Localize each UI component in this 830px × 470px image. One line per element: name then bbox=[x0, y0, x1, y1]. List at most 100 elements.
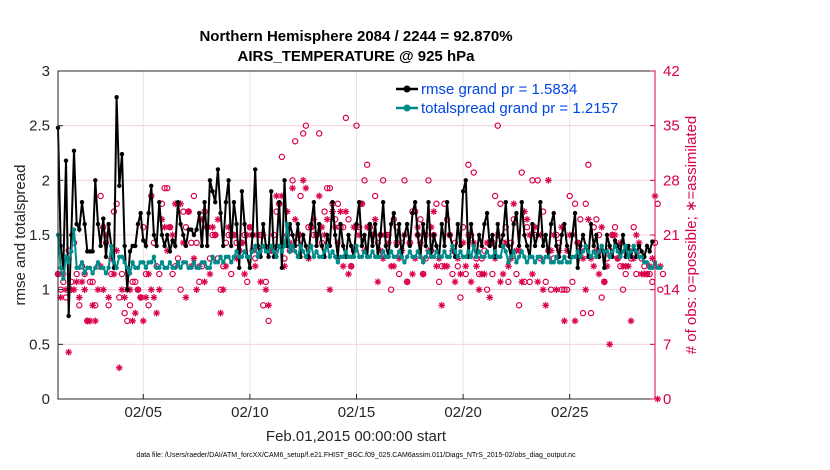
rmse-point bbox=[74, 221, 79, 227]
rmse-point bbox=[370, 243, 375, 249]
rmse-point bbox=[516, 243, 522, 249]
obs-possible-marker bbox=[188, 239, 195, 247]
asterisk-stroke bbox=[143, 294, 149, 301]
rmse-point bbox=[253, 167, 258, 172]
totalspread-point bbox=[189, 265, 194, 270]
totalspread-point bbox=[322, 249, 327, 254]
rmse-point bbox=[242, 221, 247, 227]
rmse-point bbox=[612, 238, 618, 243]
obs-assimilated-marker bbox=[131, 309, 139, 317]
asterisk-stroke bbox=[534, 279, 541, 285]
obs-possible-marker bbox=[169, 270, 176, 278]
obs-assimilated-marker bbox=[134, 286, 142, 294]
rmse-point bbox=[524, 243, 530, 249]
obs-assimilated-marker bbox=[632, 231, 640, 239]
rmse-point bbox=[138, 210, 143, 216]
rmse-point bbox=[191, 232, 197, 238]
asterisk-stroke bbox=[220, 286, 227, 293]
obs-possible-marker bbox=[518, 169, 525, 176]
x-tick-label: 02/20 bbox=[444, 404, 482, 421]
totalspread-point bbox=[484, 249, 490, 254]
totalspread-point bbox=[447, 254, 452, 260]
legend-spread-label: totalspread grand pr = 1.2157 bbox=[421, 100, 618, 117]
obs-possible-marker bbox=[569, 278, 576, 286]
rmse-point bbox=[133, 243, 138, 249]
totalspread-point bbox=[540, 260, 546, 265]
asterisk-stroke bbox=[217, 310, 224, 316]
obs-possible-marker bbox=[401, 177, 408, 184]
obs-possible-marker bbox=[177, 286, 184, 293]
obs-assimilated-marker bbox=[209, 223, 216, 231]
y-tick-label: 2.5 bbox=[29, 118, 50, 135]
asterisk-stroke bbox=[156, 286, 163, 293]
obs-assimilated-marker bbox=[430, 208, 438, 215]
rmse-point bbox=[181, 232, 186, 238]
y-axis-label: rmse and totalspread bbox=[12, 165, 29, 306]
totalspread-point bbox=[61, 276, 66, 281]
obs-possible-marker bbox=[622, 270, 629, 278]
obs-possible-marker bbox=[145, 302, 152, 309]
totalspread-point bbox=[314, 249, 319, 254]
totalspread-point bbox=[114, 265, 119, 270]
totalspread-point bbox=[362, 249, 367, 254]
rmse-point bbox=[277, 200, 282, 205]
rmse-point bbox=[167, 249, 173, 254]
asterisk-stroke bbox=[57, 294, 64, 301]
totalspread-point bbox=[522, 254, 527, 260]
totalspread-point bbox=[378, 254, 383, 260]
totalspread-point bbox=[359, 254, 365, 260]
totalspread-point bbox=[141, 260, 146, 265]
asterisk-stroke bbox=[140, 318, 147, 324]
totalspread-point bbox=[261, 243, 266, 249]
asterisk-stroke bbox=[580, 255, 586, 262]
totalspread-point bbox=[551, 260, 556, 265]
totalspread-point bbox=[165, 265, 170, 270]
rmse-point bbox=[551, 210, 556, 216]
asterisk-stroke bbox=[633, 232, 640, 238]
rmse-point bbox=[402, 232, 407, 238]
totalspread-point bbox=[612, 243, 618, 249]
asterisk-stroke bbox=[167, 224, 173, 230]
totalspread-point bbox=[215, 260, 221, 265]
obs-assimilated-marker bbox=[624, 262, 632, 270]
rmse-point bbox=[122, 243, 127, 249]
totalspread-point bbox=[247, 254, 253, 260]
rmse-point bbox=[239, 189, 245, 194]
asterisk-stroke bbox=[590, 263, 597, 270]
asterisk-stroke bbox=[644, 271, 650, 277]
obs-assimilated-marker bbox=[518, 278, 526, 286]
rmse-point bbox=[348, 243, 354, 249]
totalspread-point bbox=[415, 249, 420, 254]
totalspread-point bbox=[591, 249, 596, 254]
totalspread-point bbox=[615, 249, 620, 254]
rmse-point bbox=[650, 239, 655, 244]
obs-assimilated-marker bbox=[542, 301, 550, 309]
obs-assimilated-marker bbox=[139, 317, 147, 325]
asterisk-stroke bbox=[462, 263, 469, 270]
totalspread-point bbox=[455, 254, 460, 260]
asterisk-stroke bbox=[375, 279, 381, 285]
obs-possible-marker bbox=[526, 278, 533, 286]
totalspread-point bbox=[471, 243, 476, 249]
obs-assimilated-marker bbox=[409, 270, 416, 278]
totalspread-point bbox=[149, 260, 154, 265]
asterisk-stroke bbox=[215, 216, 221, 223]
obs-assimilated-marker bbox=[552, 286, 560, 294]
totalspread-point bbox=[151, 254, 157, 260]
obs-assimilated-marker bbox=[169, 231, 177, 239]
totalspread-point bbox=[285, 221, 290, 227]
rmse-point bbox=[506, 243, 511, 249]
totalspread-point bbox=[231, 254, 237, 260]
totalspread-point bbox=[82, 271, 87, 276]
rmse-point bbox=[149, 183, 154, 188]
totalspread-point bbox=[575, 249, 580, 254]
totalspread-point bbox=[407, 249, 413, 254]
obs-possible-marker bbox=[326, 184, 334, 192]
totalspread-point bbox=[439, 254, 444, 260]
rmse-point bbox=[207, 178, 213, 183]
totalspread-point bbox=[463, 254, 468, 260]
rmse-point bbox=[154, 243, 159, 249]
obs-assimilated-marker bbox=[206, 270, 214, 278]
rmse-point bbox=[538, 200, 543, 205]
obs-possible-marker bbox=[116, 294, 123, 301]
